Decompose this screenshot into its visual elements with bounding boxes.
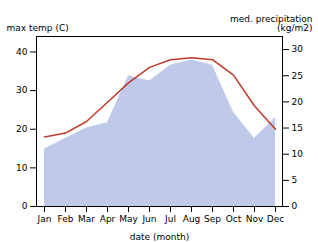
svg-text:40: 40 — [16, 47, 28, 57]
svg-text:Mar: Mar — [78, 214, 95, 224]
svg-text:Jan: Jan — [37, 214, 52, 224]
svg-text:Feb: Feb — [58, 214, 74, 224]
svg-text:Oct: Oct — [226, 214, 242, 224]
svg-text:0: 0 — [22, 201, 28, 211]
svg-text:25: 25 — [292, 71, 303, 81]
svg-text:Apr: Apr — [100, 214, 116, 224]
svg-text:10: 10 — [16, 163, 28, 173]
svg-text:5: 5 — [292, 175, 298, 185]
svg-text:0: 0 — [292, 201, 298, 211]
svg-text:May: May — [119, 214, 138, 224]
svg-text:10: 10 — [292, 149, 304, 159]
svg-text:max temp (C): max temp (C) — [7, 23, 69, 33]
svg-text:30: 30 — [16, 85, 28, 95]
svg-text:Dec: Dec — [267, 214, 284, 224]
svg-text:Jun: Jun — [141, 214, 156, 224]
svg-text:Jul: Jul — [164, 214, 176, 224]
svg-text:Aug: Aug — [183, 214, 201, 224]
svg-text:date (month): date (month) — [130, 232, 189, 242]
svg-text:20: 20 — [16, 124, 28, 134]
svg-text:med. precipitation(kg/m2): med. precipitation(kg/m2) — [230, 14, 312, 33]
svg-text:30: 30 — [292, 44, 304, 54]
svg-text:15: 15 — [292, 123, 303, 133]
svg-text:Nov: Nov — [246, 214, 264, 224]
svg-text:20: 20 — [292, 97, 304, 107]
svg-text:Sep: Sep — [204, 214, 221, 224]
